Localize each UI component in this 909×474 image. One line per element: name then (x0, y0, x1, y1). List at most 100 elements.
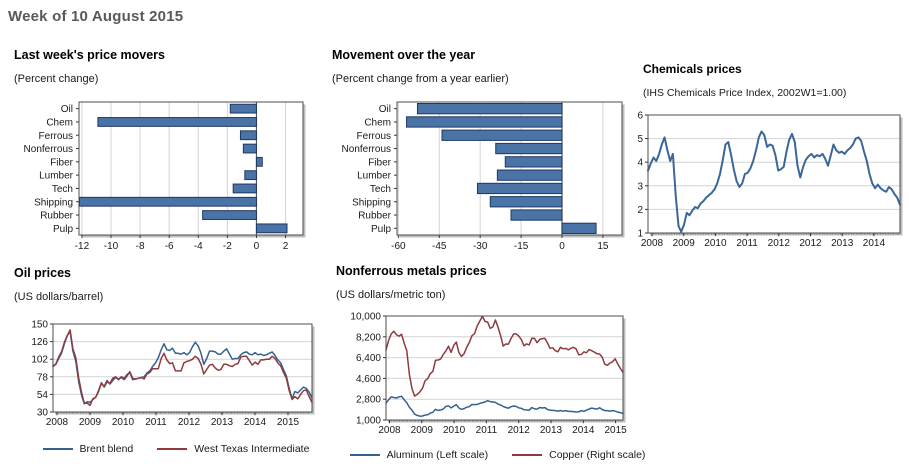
bar-tech (476, 182, 563, 195)
ytick-label: 6 (637, 111, 643, 122)
category-label: Ferrous (357, 131, 391, 142)
category-label: Oil (379, 104, 391, 115)
xtick-label: -8 (136, 241, 145, 252)
chart-subtitle-overyear: (Percent change from a year earlier) (332, 73, 509, 85)
year-label: 2012 (508, 425, 531, 436)
year-label: 2014 (863, 238, 886, 249)
category-label: Nonferrous (342, 144, 391, 155)
bar-pulp (255, 223, 288, 234)
year-label: 2015 (277, 417, 300, 428)
category-label: Rubber (358, 211, 391, 222)
oil-legend: Brent blend West Texas Intermediate (30, 443, 322, 455)
year-label: 2008 (641, 238, 664, 249)
category-label: Lumber (357, 171, 392, 182)
xtick-label: -10 (104, 241, 119, 252)
bar-rubber (202, 210, 257, 220)
bar-chem (406, 116, 563, 128)
category-label: Nonferrous (24, 144, 73, 155)
legend-item: Aluminum (Left scale) (349, 449, 488, 461)
year-label: 2011 (736, 238, 758, 249)
bar-pulp (561, 222, 597, 234)
year-label: 2010 (112, 417, 135, 428)
ytick-label: 6,400 (356, 353, 381, 364)
xtick-label: 0 (559, 241, 565, 252)
year-label: 2015 (604, 425, 627, 436)
ytick-label: 2,800 (356, 395, 381, 406)
category-label: Chem (364, 117, 391, 128)
page-title: Week of 10 August 2015 (8, 8, 184, 25)
year-label: 2012 (768, 238, 791, 249)
chart-title-movers: Last week's price movers (14, 48, 165, 62)
chart-title-nonferrous: Nonferrous metals prices (336, 264, 487, 278)
year-label: 2008 (46, 417, 69, 428)
year-label: 2009 (673, 238, 696, 249)
year-label: 2014 (572, 425, 595, 436)
category-label: Tech (52, 184, 73, 195)
series-line (52, 329, 313, 407)
bar-shipping (489, 196, 563, 208)
xtick-label: 0 (254, 241, 260, 252)
bar-ferrous (239, 130, 257, 141)
category-label: Ferrous (39, 131, 73, 142)
category-label: Oil (61, 104, 73, 115)
legend-line-swatch (512, 454, 543, 456)
bar-nonferrous (495, 142, 563, 155)
year-label: 2014 (244, 417, 267, 428)
category-label: Rubber (40, 211, 73, 222)
xtick-label: 2 (283, 241, 289, 252)
ytick-label: 4,600 (356, 374, 381, 385)
legend-item: Copper (Right scale) (512, 449, 645, 461)
ytick-label: 150 (31, 320, 48, 331)
chart-title-oil: Oil prices (14, 266, 71, 280)
year-label: 2008 (378, 425, 401, 436)
ytick-label: 102 (31, 355, 48, 366)
nonferrous-line-chart: 1,000 2,800 4,600 6,400 8,200 10,000 2008 2009 2… (350, 312, 627, 437)
plot-frame (396, 101, 623, 236)
nonferrous-legend: Aluminum (Left scale) Copper (Right scale… (335, 449, 660, 461)
legend-item: Brent blend (42, 443, 133, 455)
plot-frame (647, 114, 901, 234)
series-line (385, 395, 624, 417)
bar-ferrous (441, 129, 563, 141)
category-label: Chem (46, 117, 73, 128)
series-line (385, 315, 624, 397)
category-label: Shipping (352, 197, 391, 208)
ytick-label: 3 (637, 181, 643, 192)
movers-bar-chart: Oil Chem Ferrous Nonferrous Fiber Lumber Tech S… (24, 101, 306, 252)
bar-tech (232, 183, 257, 194)
category-label: Shipping (34, 197, 73, 208)
legend-label: West Texas Intermediate (194, 443, 310, 455)
plot-frame (78, 101, 304, 236)
xtick-label: -4 (194, 241, 203, 252)
xtick-label: -15 (514, 241, 529, 252)
year-label: 2009 (411, 425, 434, 436)
year-label: 2013 (540, 425, 563, 436)
year-label: 2013 (831, 238, 854, 249)
xtick-label: 15 (597, 241, 609, 252)
overyear-bar-chart: Oil Chem Ferrous Nonferrous Fiber Lumber Tech S… (342, 101, 625, 252)
ytick-label: 30 (37, 408, 49, 419)
ytick-label: 1,000 (356, 416, 381, 427)
ytick-label: 78 (37, 372, 49, 383)
bar-oil (229, 103, 257, 114)
year-label: 2009 (79, 417, 102, 428)
plot-frame (52, 323, 313, 413)
legend-label: Copper (Right scale) (549, 449, 646, 461)
year-label: 2012 (799, 238, 822, 249)
category-label: Fiber (368, 157, 391, 168)
year-label: 2011 (476, 425, 498, 436)
bar-lumber (244, 170, 257, 181)
chart-title-overyear: Movement over the year (332, 48, 476, 62)
plot-frame (385, 315, 624, 421)
ytick-label: 1 (637, 229, 643, 240)
year-label: 2013 (211, 417, 234, 428)
legend-item: West Texas Intermediate (157, 443, 309, 455)
ytick-label: 4 (637, 158, 643, 169)
xtick-label: -45 (432, 241, 447, 252)
xtick-label: -6 (165, 241, 174, 252)
xtick-label: -2 (223, 241, 232, 252)
ytick-label: 126 (31, 337, 48, 348)
ytick-label: 8,200 (356, 332, 381, 343)
chart-subtitle-nonferrous: (US dollars/metric ton) (336, 289, 446, 301)
